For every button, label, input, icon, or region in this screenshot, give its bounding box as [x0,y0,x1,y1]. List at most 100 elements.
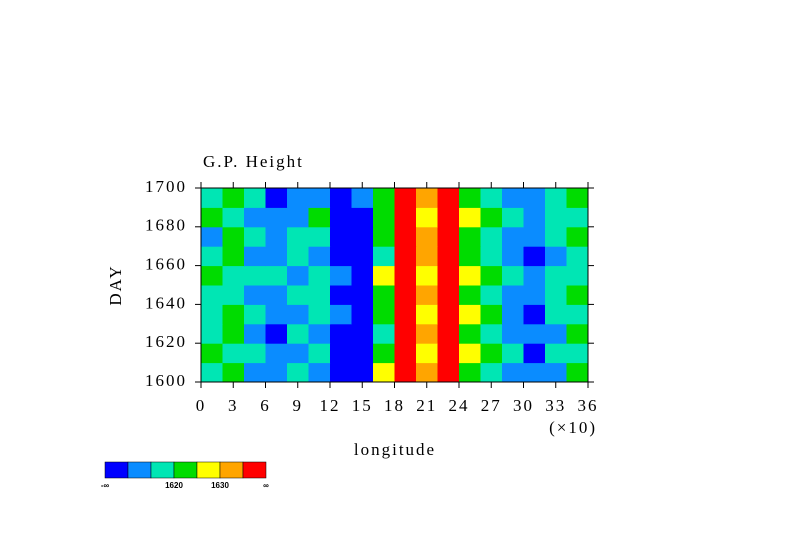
heat-cell [437,285,460,305]
heat-cell [222,285,245,305]
heat-cell [437,188,460,208]
heat-cell [244,343,266,364]
heat-cell [351,285,374,305]
heat-cell [222,304,245,325]
heat-cell [437,304,460,325]
heat-cell [330,343,352,364]
colorbar-swatch [196,461,221,479]
heat-cell [523,226,546,247]
heat-cell [566,207,589,228]
heat-cell [566,226,589,247]
heat-cell [523,304,546,325]
y-tick-label: 1700 [145,177,187,196]
heat-cell [545,246,567,267]
colorbar-swatch [104,461,129,479]
heat-cell [351,343,374,364]
heat-cell [222,362,245,383]
heat-cell [351,265,374,286]
heat-cell [351,188,374,208]
heat-cell [480,265,503,286]
heat-cell [308,343,331,364]
heat-cell [502,323,524,344]
heat-cell [459,226,481,247]
heat-cell [437,323,460,344]
heat-cell [566,362,589,383]
heat-cell [480,207,503,228]
heat-cell [545,188,567,208]
heat-cell [201,323,223,344]
x-tick-label: 6 [260,396,271,415]
heat-cell [480,285,503,305]
x-tick-label: 15 [352,396,373,415]
heat-cell [244,226,266,247]
heat-cell [459,285,481,305]
heat-cell [308,362,331,383]
heat-cell [437,362,460,383]
heat-cell [265,265,288,286]
heat-cell [545,285,567,305]
heat-cell [416,246,438,267]
heat-cell [244,207,266,228]
heat-cell [523,265,546,286]
heat-cell [480,343,503,364]
heat-cell [394,343,417,364]
heat-cell [566,265,589,286]
y-tick-label: 1680 [145,216,187,235]
heat-cell [394,362,417,383]
heat-cell [394,304,417,325]
heat-cell [459,188,481,208]
heat-cell [545,226,567,247]
heat-cell [201,362,223,383]
heat-cell [287,285,309,305]
heat-cell [459,304,481,325]
heat-cell [394,226,417,247]
heat-cell [373,323,395,344]
heat-cell [480,246,503,267]
heat-cell [502,246,524,267]
heat-cell [222,188,245,208]
heat-cell [545,304,567,325]
heat-cell [201,207,223,228]
heat-cell [502,207,524,228]
heat-cell [459,246,481,267]
heat-cell [330,285,352,305]
heat-cell [566,304,589,325]
heat-cell [459,265,481,286]
heat-cell [394,207,417,228]
colorbar-swatch [242,461,267,479]
heat-cell [201,246,223,267]
heat-cell [201,343,223,364]
heat-cell [437,343,460,364]
heat-cell [265,285,288,305]
heat-cell [308,246,331,267]
heat-cell [244,362,266,383]
heat-cell [502,285,524,305]
heat-cell [373,285,395,305]
heat-cell [502,343,524,364]
heat-cell [222,343,245,364]
heat-cell [244,265,266,286]
heat-cell [502,304,524,325]
heat-cell [351,362,374,383]
heat-cell [437,246,460,267]
x-tick-label: 24 [449,396,470,415]
heat-cell [523,188,546,208]
heat-cell [545,207,567,228]
heat-cell [459,323,481,344]
heat-cell [265,343,288,364]
heat-cell [566,188,589,208]
heat-cell [244,285,266,305]
heat-cell [222,323,245,344]
heat-cell [437,207,460,228]
heat-cell [459,343,481,364]
heat-cell [566,246,589,267]
heat-cell [222,226,245,247]
y-tick-label: 1640 [145,293,187,312]
heat-cell [416,304,438,325]
heat-cell [201,226,223,247]
heat-cell [265,226,288,247]
heat-cell [523,285,546,305]
heat-cell [330,323,352,344]
heat-cell [308,285,331,305]
heat-cell [416,207,438,228]
